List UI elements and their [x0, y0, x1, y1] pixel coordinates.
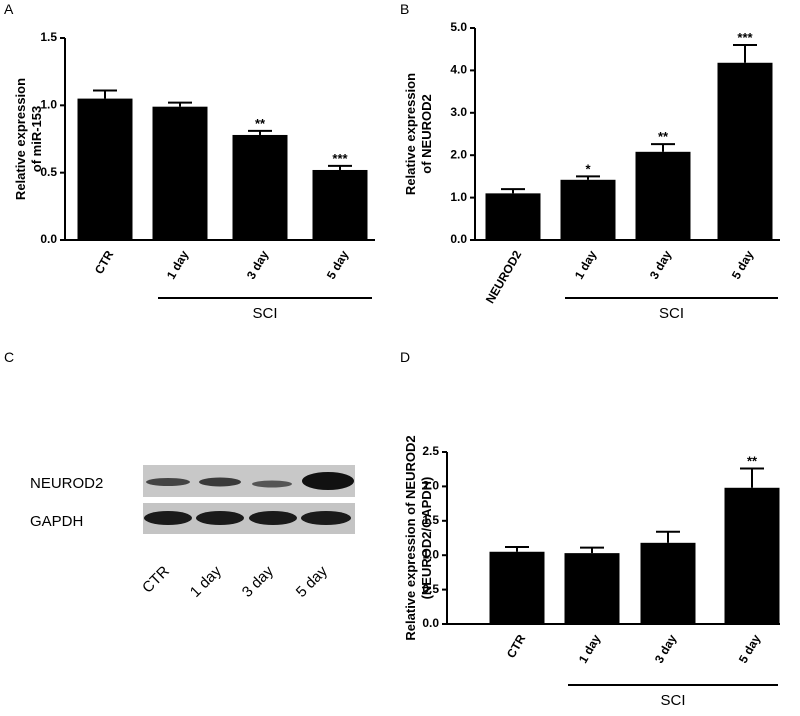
bar: [717, 62, 773, 240]
blot-row-label: GAPDH: [30, 513, 83, 530]
panel-label: B: [400, 1, 409, 17]
bar: [635, 151, 691, 240]
y-tick-label: 4.0: [450, 63, 467, 77]
y-tick-label: 5.0: [450, 20, 467, 34]
x-tick-label: 3 day: [244, 248, 272, 282]
bar: [489, 551, 545, 624]
x-tick-label: NEUROD2: [483, 248, 525, 306]
y-tick-label: 1.0: [422, 547, 439, 561]
y-tick-label: 1.5: [422, 513, 439, 527]
significance: ***: [332, 151, 348, 166]
y-tick-label: 1.0: [450, 190, 467, 204]
blot-image: [143, 465, 355, 534]
y-axis-label: (NEUROD2/GAPDH): [419, 477, 434, 600]
y-axis-label: Relative expression of NEUROD2: [403, 435, 418, 640]
y-tick-label: 0.5: [40, 165, 57, 179]
bar: [724, 487, 780, 624]
group-label: SCI: [660, 692, 685, 709]
y-tick-label: 0.0: [450, 232, 467, 246]
blot-lane-label: 1 day: [187, 562, 225, 600]
y-tick-label: 2.5: [422, 444, 439, 458]
x-tick-label: 1 day: [572, 248, 600, 282]
significance: **: [255, 116, 266, 131]
bar: [560, 179, 616, 240]
x-tick-label: 5 day: [324, 248, 352, 282]
y-axis-label: of NEUROD2: [419, 94, 434, 173]
bar: [152, 106, 208, 241]
y-tick-label: 0.0: [40, 232, 57, 246]
significance: ***: [737, 30, 753, 45]
blot-lane-label: 5 day: [293, 562, 331, 600]
bar: [312, 169, 368, 240]
x-tick-label: 3 day: [652, 632, 680, 666]
panel-label: A: [4, 1, 14, 17]
significance: **: [747, 454, 758, 469]
bar: [485, 193, 541, 240]
y-tick-label: 0.5: [422, 582, 439, 596]
x-tick-label: CTR: [504, 632, 529, 661]
y-tick-label: 2.0: [422, 479, 439, 493]
y-tick-label: 2.0: [450, 147, 467, 161]
blot-lane-label: 3 day: [239, 562, 277, 600]
x-tick-label: 5 day: [729, 248, 757, 282]
x-tick-label: 1 day: [164, 248, 192, 282]
blot-lane-label: CTR: [139, 563, 173, 597]
y-axis-label: Relative expression: [13, 78, 28, 200]
y-tick-label: 3.0: [450, 105, 467, 119]
significance: *: [585, 161, 591, 176]
panel-label: C: [4, 349, 14, 365]
x-tick-label: 3 day: [647, 248, 675, 282]
group-label: SCI: [659, 305, 684, 322]
y-axis-label: of miR-153: [29, 106, 44, 172]
bar: [564, 553, 620, 624]
x-tick-label: 5 day: [736, 632, 764, 666]
y-tick-label: 1.0: [40, 98, 57, 112]
bar: [232, 134, 288, 240]
panel-label: D: [400, 349, 410, 365]
bar: [640, 542, 696, 624]
y-axis-label: Relative expression: [403, 73, 418, 195]
x-tick-label: CTR: [92, 248, 117, 277]
blot-row-label: NEUROD2: [30, 475, 103, 492]
bar: [77, 98, 133, 240]
group-label: SCI: [252, 305, 277, 322]
y-tick-label: 1.5: [40, 30, 57, 44]
significance: **: [658, 129, 669, 144]
x-tick-label: 1 day: [576, 632, 604, 666]
y-tick-label: 0.0: [422, 616, 439, 630]
